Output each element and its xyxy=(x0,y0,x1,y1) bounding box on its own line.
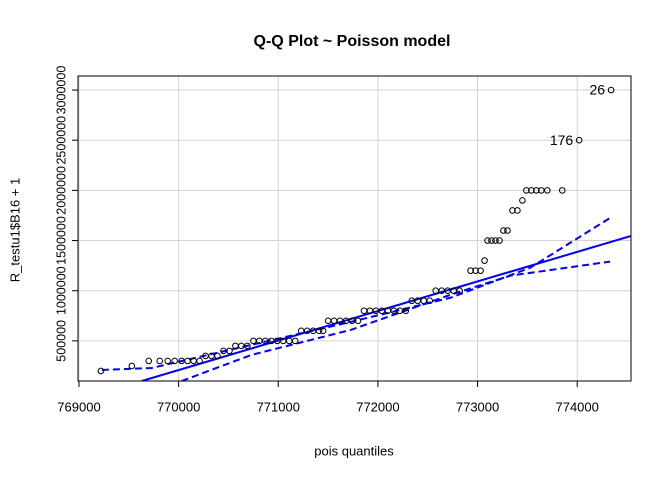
point xyxy=(472,267,479,274)
point xyxy=(426,297,434,305)
x-tick-label: 773000 xyxy=(456,399,499,414)
point xyxy=(319,327,327,335)
y-tick-label: 2000000 xyxy=(54,166,68,215)
point xyxy=(504,227,511,234)
point xyxy=(226,347,233,355)
point xyxy=(481,257,488,264)
x-tick-label: 769000 xyxy=(57,399,100,414)
point xyxy=(196,357,203,365)
point xyxy=(509,207,516,214)
point xyxy=(484,237,491,244)
y-tick-label: 2500000 xyxy=(54,116,68,165)
point xyxy=(164,357,171,365)
y-tick-label: 3000000 xyxy=(54,66,68,115)
point xyxy=(528,187,535,194)
point xyxy=(171,357,178,365)
point xyxy=(291,337,299,345)
point xyxy=(488,237,495,244)
point xyxy=(214,352,221,360)
point xyxy=(558,187,566,194)
point xyxy=(156,357,164,365)
point xyxy=(575,136,583,144)
y-tick-label: 1000000 xyxy=(54,266,68,315)
point xyxy=(402,307,410,315)
point xyxy=(456,287,463,295)
point xyxy=(492,237,499,244)
point xyxy=(500,227,507,234)
point xyxy=(514,207,521,214)
x-tick-label: 770000 xyxy=(157,399,200,414)
point xyxy=(607,86,615,94)
point xyxy=(244,342,251,350)
point xyxy=(544,187,551,194)
x-tick-label: 774000 xyxy=(555,399,598,414)
chart-title: Q-Q Plot ~ Poisson model xyxy=(254,33,451,50)
point xyxy=(315,327,323,335)
point xyxy=(354,317,362,325)
point xyxy=(467,267,474,274)
y-tick-label: 1500000 xyxy=(54,216,68,265)
point xyxy=(519,197,526,204)
point xyxy=(533,187,540,194)
point xyxy=(128,362,136,370)
point xyxy=(145,357,153,365)
y-tick-label: 500000 xyxy=(54,320,68,362)
point xyxy=(496,237,503,244)
x-tick-label: 771000 xyxy=(257,399,300,414)
point xyxy=(523,187,530,194)
x-tick-label: 772000 xyxy=(356,399,399,414)
point xyxy=(477,267,484,274)
point-label: 26 xyxy=(589,82,605,98)
y-axis-label: R_testu1$B16 + 1 xyxy=(7,178,22,282)
plot-frame xyxy=(77,75,632,382)
point-label: 176 xyxy=(550,132,574,148)
x-axis-label: pois quantiles xyxy=(314,443,394,458)
reference-line xyxy=(101,217,611,371)
point xyxy=(97,367,105,375)
